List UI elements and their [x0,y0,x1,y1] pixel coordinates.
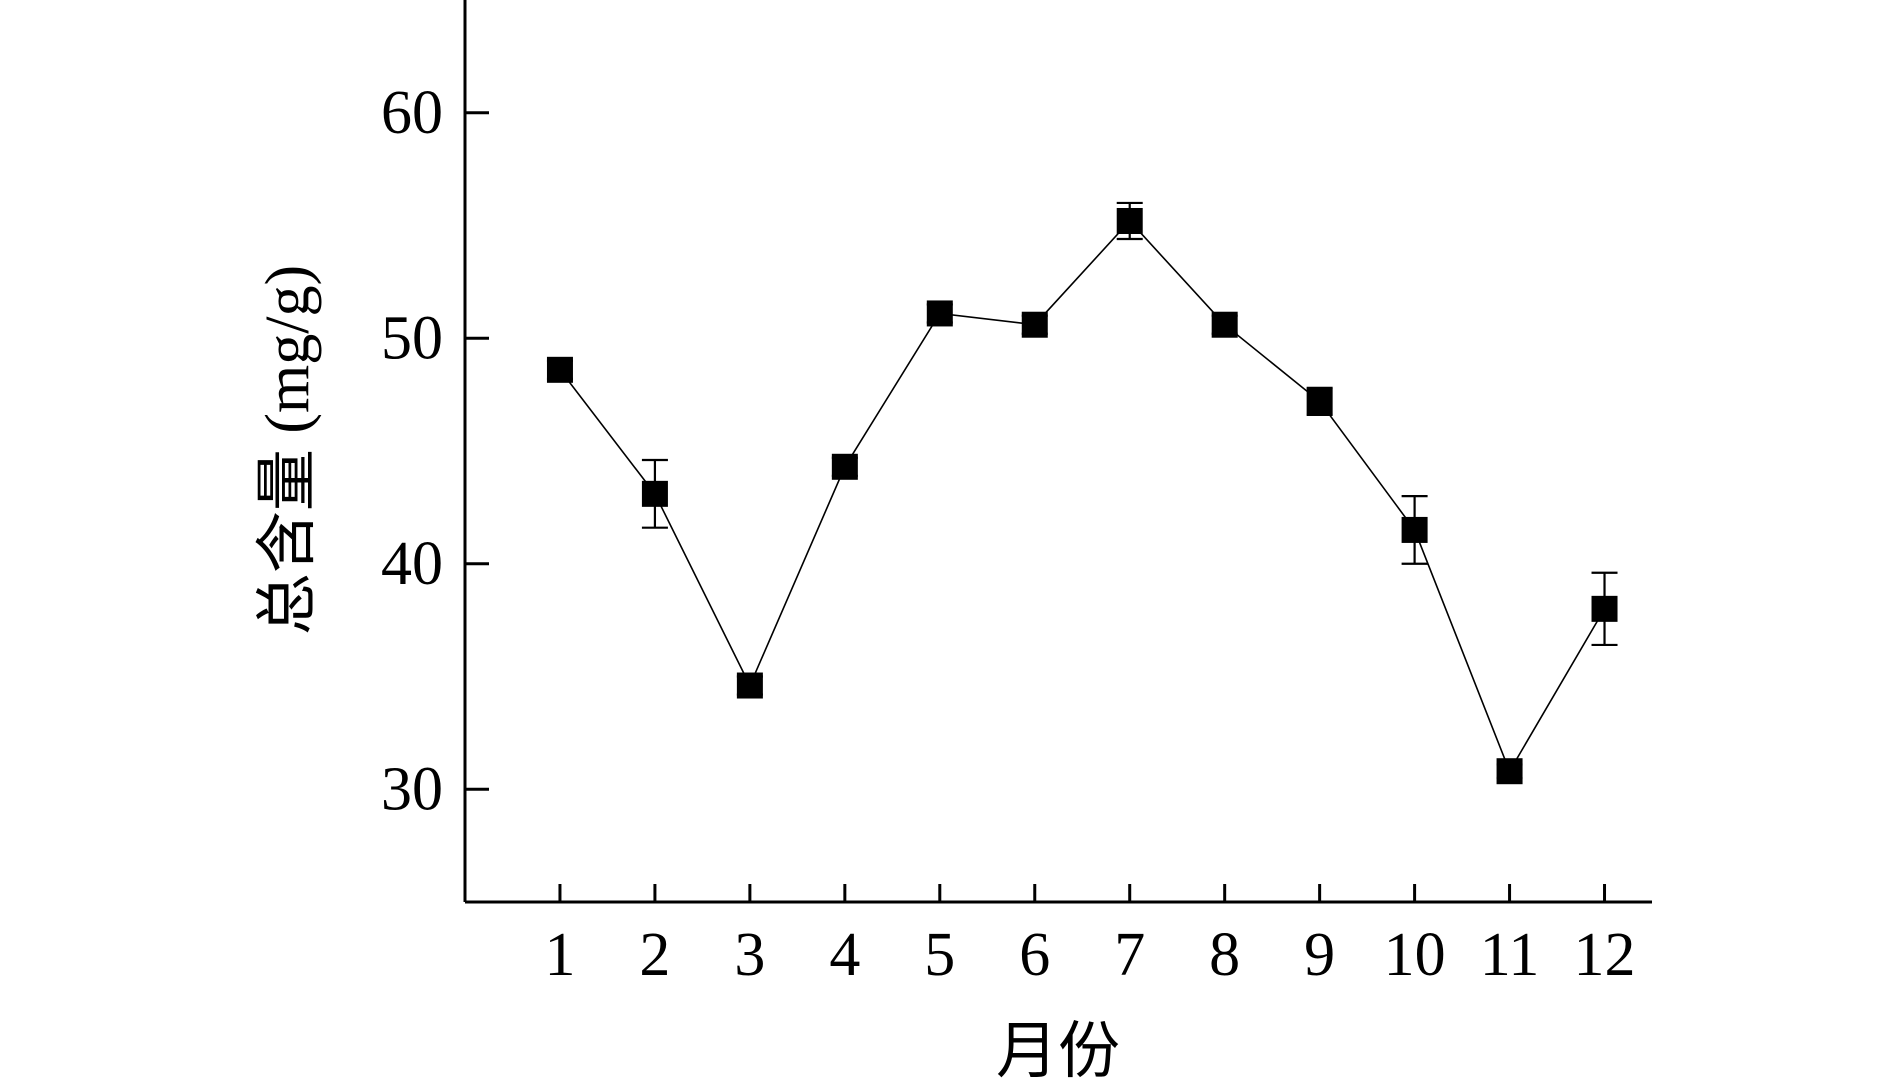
data-point [1021,311,1048,338]
x-tick-label: 1 [544,921,575,989]
x-tick-label: 10 [1384,921,1446,989]
x-tick-label: 2 [639,921,670,989]
x-tick-label: 5 [924,921,955,989]
series-line [559,219,1606,774]
data-point [1116,207,1143,234]
x-tick-label: 4 [829,921,860,989]
y-tick-label: 30 [381,755,443,823]
data-point [831,453,858,480]
data-point [736,672,763,699]
data-point [1306,388,1333,415]
series [546,201,1618,785]
data-point [1496,758,1523,785]
y-tick-label: 40 [381,530,443,598]
x-tick-label: 8 [1209,921,1240,989]
x-axis-title: 月份 [996,1018,1120,1086]
y-tick-label: 60 [381,79,443,147]
x-tick-label: 9 [1304,921,1335,989]
data-point [546,356,573,383]
y-tick-label: 50 [381,304,443,372]
x-tick-label: 3 [734,921,765,989]
data-point [641,480,668,507]
x-ticks: 1 2 3 4 5 6 7 8 9 10 11 12 [544,884,1636,989]
data-point [1401,516,1428,543]
x-tick-label: 6 [1019,921,1050,989]
x-tick-label: 11 [1480,921,1540,989]
x-tick-label: 12 [1574,921,1636,989]
data-point [1591,595,1618,622]
y-axis-title: 总含量 (mg/g) [254,265,322,635]
axes [463,0,1652,904]
data-point [926,300,953,327]
x-tick-label: 7 [1114,921,1145,989]
data-point [1211,311,1238,338]
y-ticks: 30 40 50 60 [381,79,489,823]
